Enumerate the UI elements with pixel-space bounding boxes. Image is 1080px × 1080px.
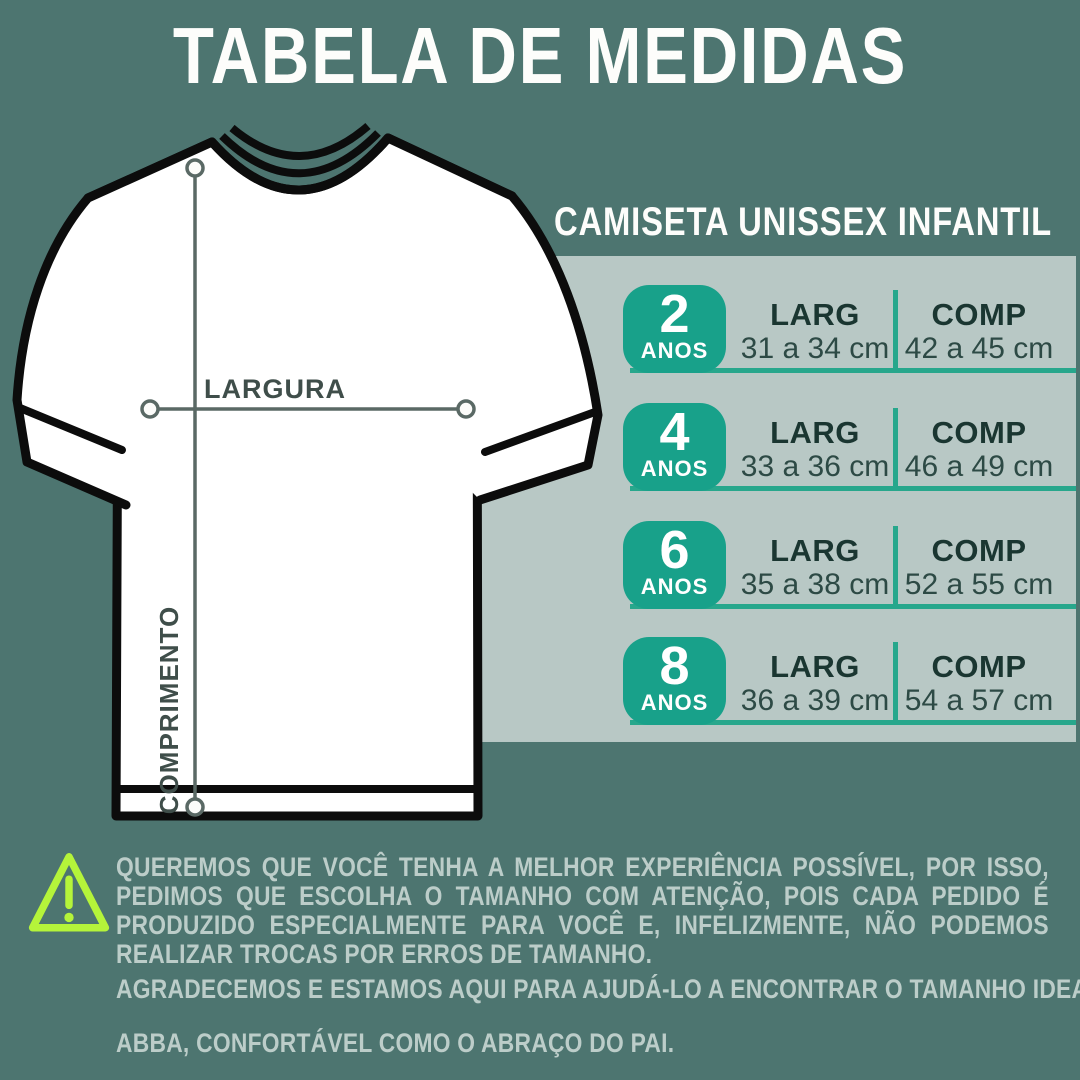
- width-label: LARGURA: [204, 374, 346, 404]
- width-value: 35 a 38 cm: [740, 568, 890, 601]
- width-header: LARG: [770, 297, 860, 332]
- row-underline: [630, 368, 1076, 373]
- age-suffix: ANOS: [640, 690, 709, 715]
- width-column: LARG 36 a 39 cm: [730, 637, 900, 725]
- row-underline: [630, 486, 1076, 491]
- width-header: LARG: [770, 533, 860, 568]
- length-value: 46 a 49 cm: [904, 450, 1054, 483]
- row-underline: [630, 720, 1076, 725]
- tshirt-left-cuff-line: [16, 404, 126, 454]
- warning-triangle-icon: [28, 853, 110, 932]
- tshirt-collar-top: [229, 122, 371, 160]
- tshirt-right-sleeve-outline: [383, 133, 603, 505]
- age-badge: 2 ANOS: [623, 285, 726, 373]
- size-row-6-anos: 6 ANOS LARG 35 a 38 cm COMP 52 a 55 cm: [623, 521, 1076, 609]
- length-measure-dot-bottom: [185, 797, 205, 817]
- age-number: 6: [659, 520, 690, 580]
- length-header: COMP: [931, 649, 1027, 684]
- age-badge: 6 ANOS: [623, 521, 726, 609]
- tshirt-diagram: LARGURA COMPRIMENTO: [12, 122, 603, 821]
- length-header: COMP: [931, 415, 1027, 450]
- size-row-8-anos: 8 ANOS LARG 36 a 39 cm COMP 54 a 57 cm: [623, 637, 1076, 725]
- length-value: 42 a 45 cm: [904, 332, 1054, 365]
- width-header: LARG: [770, 649, 860, 684]
- width-value: 36 a 39 cm: [740, 684, 890, 717]
- page-title: TABELA DE MEDIDAS: [172, 11, 908, 100]
- length-column: COMP 54 a 57 cm: [904, 637, 1054, 725]
- width-column: LARG 31 a 34 cm: [730, 285, 900, 373]
- length-header: COMP: [931, 533, 1027, 568]
- width-column: LARG 33 a 36 cm: [730, 403, 900, 491]
- length-label: COMPRIMENTO: [154, 606, 184, 814]
- width-header: LARG: [770, 415, 860, 450]
- width-value: 33 a 36 cm: [740, 450, 890, 483]
- age-suffix: ANOS: [640, 456, 709, 481]
- width-measure-dot-left: [140, 399, 160, 419]
- age-suffix: ANOS: [640, 574, 709, 599]
- age-number: 4: [659, 402, 690, 462]
- footer-slogan-text: ABBA, CONFORTÁVEL COMO O ABRAÇO DO PAI.: [116, 1028, 675, 1058]
- length-measure-dot-top: [185, 158, 205, 178]
- footer-disclaimer-text: QUEREMOS QUE VOCÊ TENHA A MELHOR EXPERIÊ…: [116, 852, 1049, 969]
- tshirt-right-sleeve: [388, 138, 598, 500]
- column-divider: [893, 526, 898, 609]
- length-value: 52 a 55 cm: [904, 568, 1054, 601]
- row-underline: [630, 604, 1076, 609]
- age-number: 2: [659, 284, 690, 344]
- length-value: 54 a 57 cm: [904, 684, 1054, 717]
- age-badge: 4 ANOS: [623, 403, 726, 491]
- age-badge: 8 ANOS: [623, 637, 726, 725]
- width-value: 31 a 34 cm: [740, 332, 890, 365]
- column-divider: [893, 642, 898, 725]
- size-row-2-anos: 2 ANOS LARG 31 a 34 cm COMP 42 a 45 cm: [623, 285, 1076, 373]
- table-heading: CAMISETA UNISSEX INFANTIL: [554, 200, 1052, 244]
- length-header: COMP: [931, 297, 1027, 332]
- column-divider: [893, 290, 898, 373]
- column-divider: [893, 408, 898, 491]
- size-row-4-anos: 4 ANOS LARG 33 a 36 cm COMP 46 a 49 cm: [623, 403, 1076, 491]
- age-number: 8: [659, 636, 690, 696]
- length-column: COMP 42 a 45 cm: [904, 285, 1054, 373]
- length-column: COMP 52 a 55 cm: [904, 521, 1054, 609]
- footer-help-text: AGRADECEMOS E ESTAMOS AQUI PARA AJUDÁ-LO…: [116, 974, 1080, 1004]
- width-measure-dot-right: [456, 399, 476, 419]
- width-column: LARG 35 a 38 cm: [730, 521, 900, 609]
- tshirt-collar-mid: [219, 130, 381, 178]
- age-suffix: ANOS: [640, 338, 709, 363]
- tshirt-right-cuff-line: [481, 408, 599, 456]
- tshirt-collar-outer: [208, 135, 392, 195]
- length-column: COMP 46 a 49 cm: [904, 403, 1054, 491]
- tshirt-left-sleeve-outline: [12, 137, 217, 510]
